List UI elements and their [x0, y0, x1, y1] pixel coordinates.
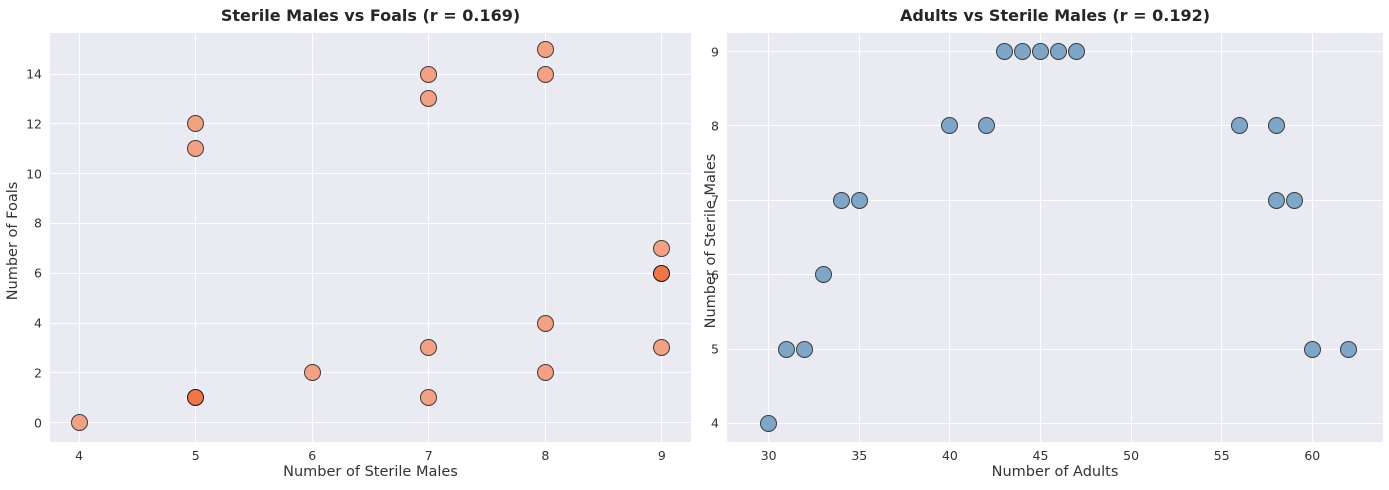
y-tick-label: 0 [34, 415, 42, 431]
data-point [941, 117, 959, 135]
data-point [778, 340, 796, 358]
data-point [187, 115, 205, 133]
data-point [536, 364, 554, 382]
gridline [50, 372, 691, 374]
y-tick-label: 5 [711, 341, 719, 357]
data-point [420, 65, 438, 83]
y-tick-label: 10 [26, 166, 42, 182]
data-point [536, 314, 554, 332]
gridline [195, 33, 197, 442]
gridline [727, 422, 1383, 424]
y-tick-label: 4 [34, 315, 42, 331]
gridline [858, 33, 860, 442]
y-tick-label: 7 [711, 192, 719, 208]
data-point [303, 364, 321, 382]
y-tick-label: 8 [711, 118, 719, 134]
data-point [420, 389, 438, 407]
x-tick-label: 45 [1032, 448, 1049, 463]
x-axis-label: Number of Adults [991, 464, 1119, 480]
data-point [536, 40, 554, 58]
data-point [1303, 340, 1321, 358]
x-tick-label: 60 [1304, 448, 1321, 463]
x-tick-label: 55 [1213, 448, 1230, 463]
chart-title: Adults vs Sterile Males (r = 0.192) [899, 6, 1211, 25]
x-axis-label: Number of Sterile Males [283, 464, 458, 480]
data-point [1032, 43, 1049, 61]
x-tick-label: 50 [1123, 448, 1140, 463]
data-point [187, 389, 205, 407]
x-tick-label: 40 [941, 448, 958, 463]
gridline [661, 33, 663, 442]
gridline [727, 199, 1383, 201]
data-point [420, 339, 438, 357]
x-tick-label: 8 [541, 448, 550, 463]
data-point [760, 414, 778, 432]
gridline [50, 422, 691, 424]
y-tick-label: 9 [711, 44, 719, 60]
data-point [1231, 117, 1249, 135]
data-point [653, 239, 671, 257]
gridline [428, 33, 430, 442]
data-point [653, 339, 671, 357]
gridline [1221, 33, 1223, 442]
data-point [995, 43, 1013, 61]
plot-area-left [50, 33, 691, 442]
data-point [1267, 117, 1285, 135]
data-point [832, 191, 850, 209]
data-point [70, 414, 88, 432]
x-tick-label: 6 [308, 448, 317, 463]
x-tick-label: 4 [75, 448, 84, 463]
gridline [50, 173, 691, 175]
plot-area-right [727, 33, 1383, 442]
data-point [850, 191, 868, 209]
data-point [1285, 191, 1303, 209]
gridline [50, 123, 691, 125]
x-tick-label: 7 [424, 448, 433, 463]
data-point [420, 90, 438, 108]
data-point [1013, 43, 1031, 61]
gridline [1040, 33, 1041, 442]
gridline [50, 73, 691, 75]
y-tick-label: 6 [711, 267, 719, 283]
data-point [653, 264, 671, 282]
gridline [727, 274, 1383, 276]
data-point [536, 65, 554, 83]
y-tick-label: 14 [26, 66, 42, 82]
x-tick-label: 5 [191, 448, 200, 463]
data-point [796, 340, 814, 358]
gridline [311, 33, 313, 442]
x-tick-label: 9 [657, 448, 666, 463]
y-tick-label: 2 [34, 365, 42, 381]
y-tick-label: 6 [34, 265, 42, 281]
data-point [1068, 43, 1086, 61]
data-point [1050, 43, 1068, 61]
gridline [50, 322, 691, 324]
y-tick-label: 4 [711, 415, 719, 431]
gridline [544, 33, 546, 442]
data-point [1340, 340, 1358, 358]
chart-title: Sterile Males vs Foals (r = 0.169) [220, 6, 521, 25]
gridline [1311, 33, 1313, 442]
y-tick-label: 12 [26, 116, 42, 132]
gridline [1130, 33, 1132, 442]
gridline [50, 222, 691, 224]
data-point [814, 266, 832, 284]
x-tick-label: 30 [760, 448, 777, 463]
gridline [727, 348, 1383, 350]
data-point [187, 140, 205, 158]
y-tick-label: 8 [34, 215, 42, 231]
gridline [949, 33, 951, 442]
gridline [78, 33, 80, 442]
data-point [977, 117, 995, 135]
x-tick-label: 35 [851, 448, 868, 463]
gridline [727, 125, 1383, 127]
gridline [768, 33, 770, 442]
data-point [1267, 191, 1285, 209]
gridline [50, 272, 691, 274]
